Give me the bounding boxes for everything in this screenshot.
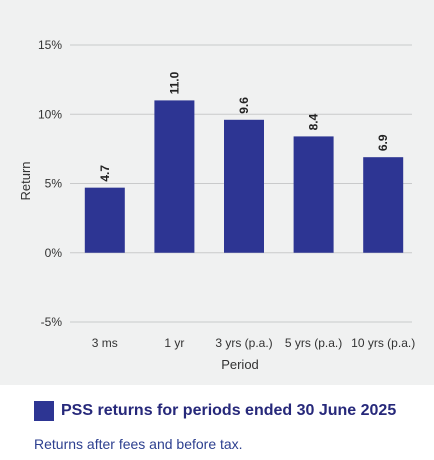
legend: PSS returns for periods ended 30 June 20… [34, 401, 396, 421]
y-tick-label: 15% [38, 38, 62, 52]
bar [84, 187, 125, 253]
x-tick-label: 10 yrs (p.a.) [351, 336, 415, 350]
y-tick-label: 10% [38, 107, 62, 121]
x-tick-label: 3 yrs (p.a.) [215, 336, 272, 350]
y-axis-title: Return [18, 161, 33, 200]
data-labels: 4.7 11.0 9.6 8.4 6.9 [98, 71, 390, 181]
x-tick-label: 1 yr [164, 336, 184, 350]
bar-chart: 15%10%5%0%-5% 4.711.09.68.46.9 3 ms 1 yr 3… [18, 38, 415, 372]
y-tick-label: 0% [45, 246, 63, 260]
bars [84, 100, 404, 253]
data-label: 4.7 [98, 165, 112, 182]
x-axis-title: Period [221, 357, 259, 372]
y-tick-label: 5% [45, 177, 63, 191]
y-axis-ticks: 15% 10% 5% 0% -5% [38, 38, 62, 329]
data-label: 8.4 [307, 113, 321, 130]
bar [363, 157, 404, 253]
bar [224, 119, 264, 253]
chart-panel: 15% 10% 5% 0% -5% 4.7 11.0 9.6 8.4 6.9 3 ms 1 yr 3… [0, 0, 434, 385]
data-label: 6.9 [376, 134, 390, 151]
bar [154, 100, 195, 253]
legend-label: PSS returns for periods ended 30 June 20… [61, 402, 397, 419]
x-axis-ticks: 3 ms 1 yr 3 yrs (p.a.) 5 yrs (p.a.) 10 yrs (… [92, 336, 415, 350]
data-label: 9.6 [237, 97, 251, 114]
x-tick-label: 3 ms [92, 336, 118, 350]
data-label: 11.0 [167, 71, 181, 94]
y-tick-label: -5% [41, 315, 63, 329]
legend-swatch [34, 401, 54, 421]
x-tick-label: 5 yrs (p.a.) [285, 336, 342, 350]
bar [293, 136, 334, 253]
chart-footnote: Returns after fees and before tax. [34, 436, 243, 452]
